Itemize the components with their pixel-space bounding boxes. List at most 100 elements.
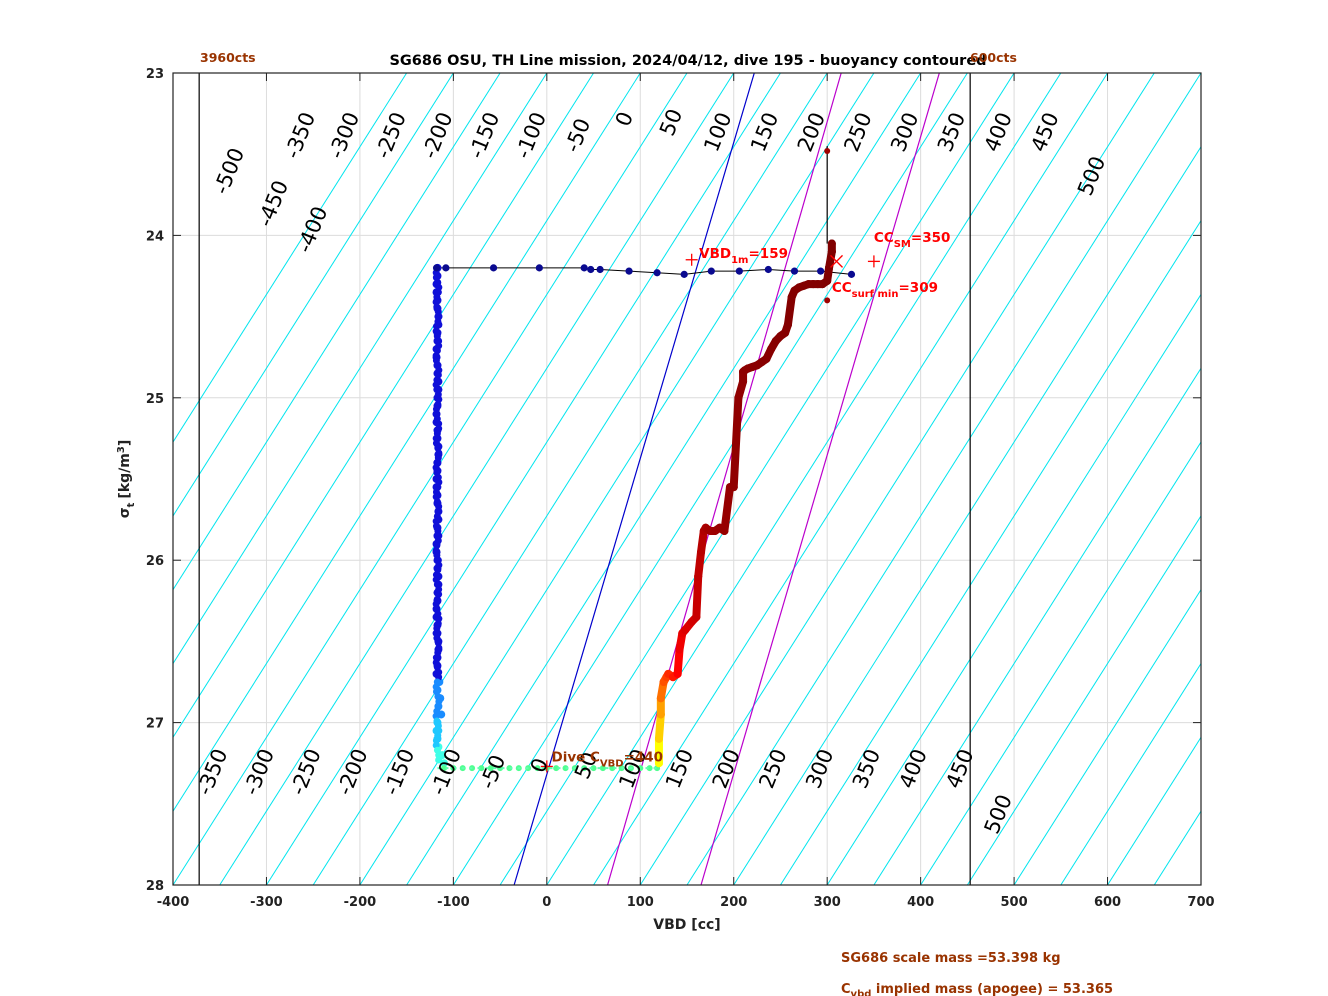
buoyancy-contour — [312, 73, 828, 885]
x-tick-label: -200 — [344, 895, 377, 910]
climb-segment — [673, 645, 684, 678]
marker-stroke — [830, 254, 843, 268]
y-axis-label: σt [kg/m3] — [116, 440, 137, 519]
bottom-point — [478, 765, 485, 772]
climb-point — [681, 626, 690, 635]
climb-point — [656, 710, 665, 719]
buoyancy-contour — [359, 73, 875, 885]
bottom-point — [590, 765, 597, 772]
descent-point — [432, 736, 440, 744]
surface-point — [587, 265, 595, 274]
climb-point — [675, 645, 684, 654]
annotation-sub: 1m — [731, 255, 748, 266]
surface-point — [790, 267, 799, 275]
x-tick-label: -300 — [250, 895, 283, 910]
bottom-point — [441, 765, 448, 772]
buoyancy-contour — [1107, 736, 1201, 885]
climb-point — [787, 293, 796, 302]
annotation-ccsurf: CCsurf min=309 — [832, 280, 938, 300]
bottom-point — [497, 765, 504, 772]
climb-point — [827, 247, 836, 256]
y-tick-label: 27 — [146, 717, 164, 732]
buoyancy-contour — [173, 73, 454, 517]
climb-point — [692, 613, 701, 622]
magenta-reference-line — [700, 73, 940, 885]
x-tick-label: 200 — [720, 895, 747, 910]
buoyancy-contour — [593, 73, 1108, 885]
buoyancy-contour — [173, 73, 408, 444]
x-tick-label: -100 — [437, 895, 470, 910]
surface-point — [489, 264, 498, 272]
axes-frame — [172, 72, 1202, 886]
bottom-point — [506, 765, 513, 772]
annotation-suffix: =159 — [748, 246, 788, 262]
y-label-unit-sup: 3 — [116, 446, 127, 453]
surface-point — [653, 269, 661, 277]
surface-point — [535, 264, 543, 272]
descent-point — [435, 585, 443, 593]
y-label-unit: [kg/m — [117, 453, 133, 498]
climb-point — [781, 328, 790, 337]
descent-point — [435, 751, 443, 759]
descent-point — [435, 668, 443, 676]
svg-text:σt[kg/m3]: σt [kg/m3] — [116, 440, 137, 519]
buoyancy-contour — [1013, 588, 1201, 885]
annotation-suffix: =350 — [911, 230, 951, 246]
annotation-text: Dive C — [551, 750, 599, 766]
buoyancy-contour — [966, 514, 1201, 885]
surface-point — [432, 264, 441, 272]
climb-point — [654, 734, 663, 743]
climb-point — [762, 354, 771, 363]
climb-segment — [654, 710, 665, 743]
annotation-text: VBD — [699, 246, 731, 262]
annotation-ccsm: CCSM=350 — [874, 230, 950, 250]
buoyancy-contours — [173, 73, 1328, 885]
magenta-reference-line — [606, 73, 842, 885]
climb-point — [720, 526, 729, 535]
surface-point — [847, 270, 856, 278]
climb-point — [739, 377, 748, 386]
climb-segment — [783, 293, 796, 329]
neutral-buoyancy-line — [513, 73, 755, 885]
surface-point — [596, 265, 604, 274]
footer-implied-rest: implied mass (apogee) = 53.365 — [871, 982, 1113, 996]
annotation-suffix: =440 — [624, 750, 664, 766]
annotation-sub: SM — [894, 239, 911, 250]
climb-segment — [720, 483, 734, 535]
climb-point — [729, 483, 738, 492]
buoyancy-contour — [173, 73, 688, 885]
descent-point — [440, 759, 449, 768]
annotation-text: CC — [832, 280, 852, 296]
footer-implied-main: C — [841, 982, 851, 996]
descent-point — [435, 420, 443, 428]
surface-track-line — [436, 267, 852, 275]
y-tick-label: 26 — [146, 554, 164, 569]
buoyancy-contour — [1248, 73, 1328, 885]
buoyancy-contour — [1060, 662, 1201, 885]
descent-point — [435, 503, 443, 511]
surface-point — [707, 267, 715, 275]
bottom-point — [609, 765, 616, 772]
buoyancy-contour — [499, 73, 1015, 885]
footer-scale-mass: SG686 scale mass =53.398 kg — [841, 951, 1061, 966]
buoyancy-contour — [173, 73, 641, 813]
y-tick-label: 23 — [146, 67, 164, 82]
y-tick-label: 24 — [146, 229, 164, 244]
surface-point — [817, 267, 825, 275]
buoyancy-contour — [406, 73, 922, 885]
surface-point — [580, 264, 588, 272]
buoyancy-contour — [686, 73, 1201, 885]
surface-point — [680, 270, 688, 278]
lower-limit-label: 3960cts — [200, 50, 256, 65]
axes-layer: -400 -300 -200 -100 0 100 200 300 400 500 600 700 23… — [146, 67, 1215, 910]
buoyancy-contour — [826, 293, 1201, 885]
surface-dot — [824, 297, 831, 304]
annotation-sub: surf min — [852, 289, 899, 300]
climb-point — [673, 669, 682, 678]
buoyancy-contour — [219, 73, 735, 885]
y-label-sub: t — [126, 502, 137, 507]
climb-point — [654, 759, 663, 768]
cross-marker-plus — [540, 760, 553, 773]
buoyancy-contour — [733, 145, 1201, 885]
